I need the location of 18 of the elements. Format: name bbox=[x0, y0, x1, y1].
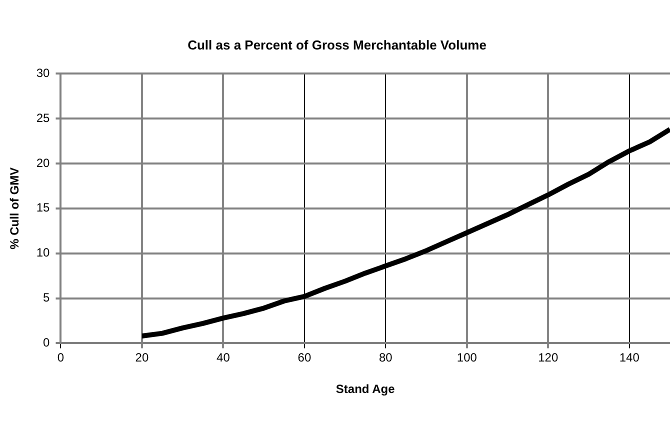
x-tick-label: 20 bbox=[135, 350, 149, 365]
x-tick-label: 100 bbox=[456, 350, 478, 365]
x-tick-label: 80 bbox=[379, 350, 393, 365]
x-axis-title: Stand Age bbox=[336, 382, 396, 396]
x-tick-label: 40 bbox=[216, 350, 230, 365]
x-tick-label: 140 bbox=[619, 350, 640, 365]
chart-title: Cull as a Percent of Gross Merchantable Volume bbox=[188, 37, 486, 52]
x-tick-label: 0 bbox=[57, 350, 64, 365]
y-tick-label: 10 bbox=[36, 246, 50, 260]
y-axis-title: % Cull of GMV bbox=[8, 167, 22, 250]
x-tick-label: 60 bbox=[298, 350, 312, 365]
y-tick-label: 15 bbox=[36, 200, 50, 215]
y-tick-label: 25 bbox=[36, 110, 50, 125]
y-tick-label: 30 bbox=[36, 66, 50, 80]
y-tick-label: 0 bbox=[43, 336, 50, 350]
y-tick-label: 5 bbox=[43, 290, 50, 305]
y-tick-label: 20 bbox=[36, 156, 50, 170]
x-tick-label: 120 bbox=[538, 350, 558, 365]
